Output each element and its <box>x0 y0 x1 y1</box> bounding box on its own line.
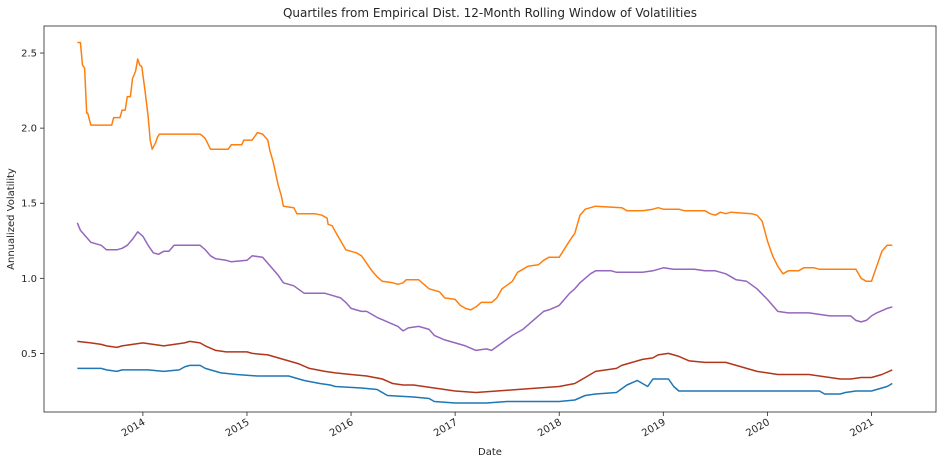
x-tick-label: 2020 <box>744 417 772 439</box>
series-line-3 <box>77 41 893 311</box>
plot-series <box>76 41 893 404</box>
plot-frame <box>43 25 937 413</box>
x-tick-label: 2015 <box>224 417 252 439</box>
series-line-4 <box>77 340 893 394</box>
y-tick-label: 0.5 <box>21 349 37 360</box>
x-tick-label: 2018 <box>536 417 564 439</box>
x-tick-label: 2017 <box>432 417 460 439</box>
x-axis-ticks: 2014 2015 2016 2017 2018 2019 2020 2021 <box>120 412 876 439</box>
y-tick-label: 1.5 <box>21 199 37 210</box>
x-tick-label: 2014 <box>120 417 148 439</box>
x-axis-label: Date <box>478 447 502 458</box>
x-tick-label: 2016 <box>328 417 356 439</box>
y-tick-label: 2.0 <box>21 124 37 135</box>
y-tick-label: 2.5 <box>21 49 37 60</box>
x-tick-label: 2021 <box>848 417 876 439</box>
x-tick-label: 2019 <box>640 417 668 439</box>
y-tick-label: 1.0 <box>21 274 37 285</box>
series-line-1 <box>77 364 893 404</box>
y-axis-ticks: 0.5 1.0 1.5 2.0 2.5 <box>21 49 44 360</box>
y-axis-label: Annualized Volatility <box>6 168 17 270</box>
series-line-2 <box>76 222 893 352</box>
chart-title: Quartiles from Empirical Dist. 12-Month … <box>283 6 697 20</box>
